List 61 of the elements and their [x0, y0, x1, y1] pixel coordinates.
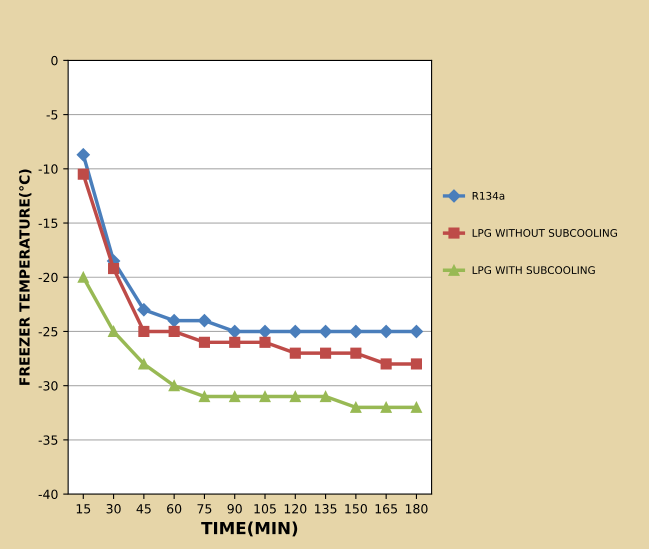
- point: [380, 402, 392, 413]
- point: [108, 326, 120, 338]
- y-tick-label: -10: [38, 164, 58, 174]
- point: [168, 326, 180, 338]
- point: [76, 148, 90, 162]
- point: [380, 358, 392, 370]
- point: [168, 314, 181, 328]
- point: [198, 336, 210, 348]
- y-axis-title: FREEZER TEMPERATURE(°C): [19, 170, 32, 385]
- point: [138, 326, 150, 338]
- point: [198, 314, 212, 328]
- legend-label: LPG WITH SUBCOOLING: [472, 266, 595, 274]
- point: [258, 324, 272, 338]
- point: [198, 390, 210, 402]
- point: [168, 380, 180, 392]
- point: [318, 324, 332, 338]
- y-tick-label: 0: [51, 56, 58, 66]
- point: [78, 168, 89, 180]
- x-tick-label: 180: [406, 504, 428, 514]
- y-tick-label: -15: [38, 218, 58, 228]
- x-tick-label: 150: [345, 504, 367, 514]
- y-tick-label: -30: [38, 381, 58, 391]
- point: [229, 336, 240, 348]
- x-tick-label: 135: [315, 504, 336, 514]
- point: [410, 324, 424, 338]
- x-tick-label: 45: [136, 504, 151, 514]
- point: [259, 336, 271, 348]
- point: [228, 324, 242, 338]
- point: [350, 402, 362, 413]
- point: [259, 390, 271, 402]
- point: [288, 324, 302, 338]
- point: [349, 324, 362, 338]
- point: [138, 358, 150, 370]
- x-tick-label: 105: [254, 504, 276, 514]
- point: [380, 324, 393, 338]
- point: [290, 390, 301, 402]
- point: [320, 348, 332, 359]
- point: [108, 263, 120, 274]
- y-tick-label: -20: [38, 272, 58, 282]
- x-tick-label: 60: [167, 504, 182, 514]
- point: [290, 348, 301, 359]
- y-tick-label: -25: [38, 326, 58, 336]
- x-tick-label: 90: [228, 504, 242, 514]
- x-tick-label: 15: [76, 504, 90, 514]
- x-tick-label: 165: [376, 504, 397, 514]
- x-tick-label: 30: [106, 504, 121, 514]
- legend-label: R134a: [472, 192, 504, 200]
- x-tick-label: 120: [284, 504, 306, 514]
- x-tick-label: 75: [198, 504, 212, 514]
- point: [78, 272, 89, 283]
- legend-label: LPG WITHOUT SUBCOOLING: [472, 229, 617, 237]
- y-tick-label: -35: [38, 435, 58, 445]
- point: [229, 390, 240, 402]
- x-axis-title: TIME(MIN): [201, 521, 298, 536]
- point: [320, 390, 332, 402]
- point: [350, 348, 362, 359]
- y-tick-label: -5: [46, 110, 58, 120]
- point: [137, 303, 150, 316]
- point: [410, 402, 422, 413]
- y-tick-label: -40: [38, 490, 58, 500]
- point: [410, 358, 422, 370]
